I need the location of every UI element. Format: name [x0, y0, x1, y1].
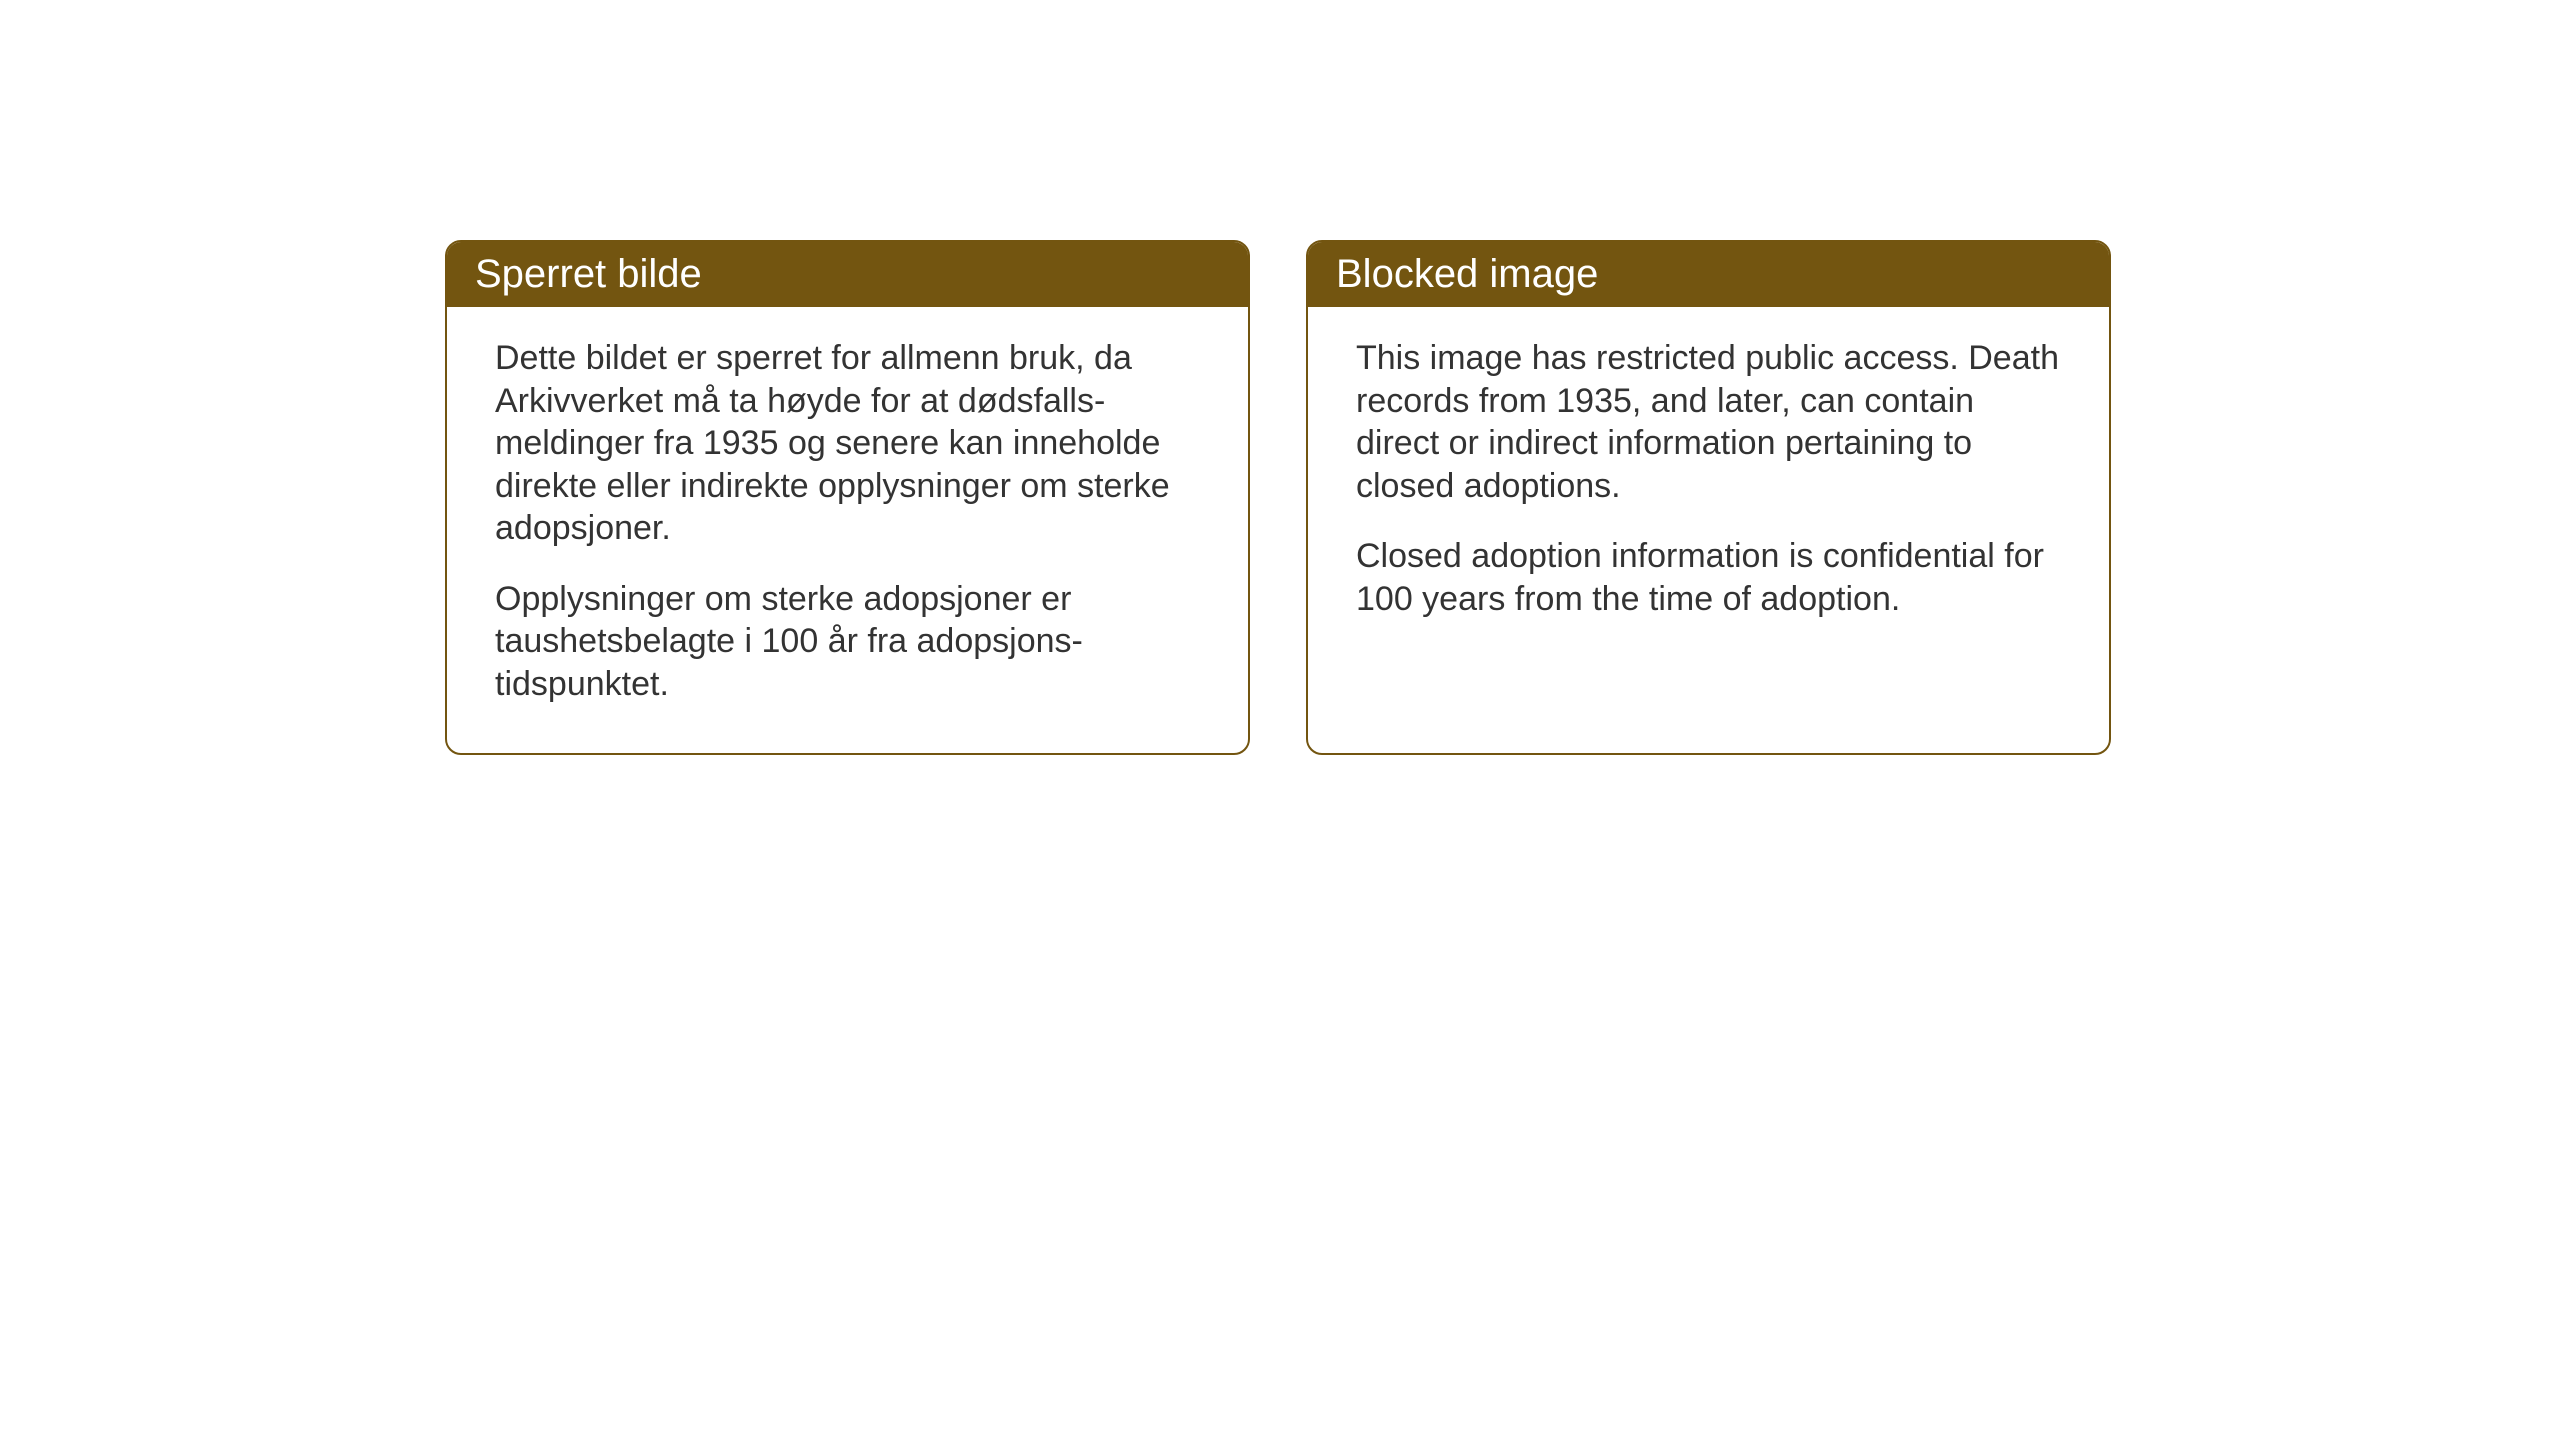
norwegian-card-title: Sperret bilde	[447, 242, 1248, 307]
norwegian-notice-card: Sperret bilde Dette bildet er sperret fo…	[445, 240, 1250, 755]
norwegian-paragraph-1: Dette bildet er sperret for allmenn bruk…	[495, 337, 1200, 550]
english-card-title: Blocked image	[1308, 242, 2109, 307]
norwegian-paragraph-2: Opplysninger om sterke adopsjoner er tau…	[495, 578, 1200, 706]
notice-container: Sperret bilde Dette bildet er sperret fo…	[445, 240, 2111, 755]
norwegian-card-body: Dette bildet er sperret for allmenn bruk…	[447, 307, 1248, 753]
english-paragraph-2: Closed adoption information is confident…	[1356, 535, 2061, 620]
english-card-body: This image has restricted public access.…	[1308, 307, 2109, 668]
english-notice-card: Blocked image This image has restricted …	[1306, 240, 2111, 755]
english-paragraph-1: This image has restricted public access.…	[1356, 337, 2061, 507]
